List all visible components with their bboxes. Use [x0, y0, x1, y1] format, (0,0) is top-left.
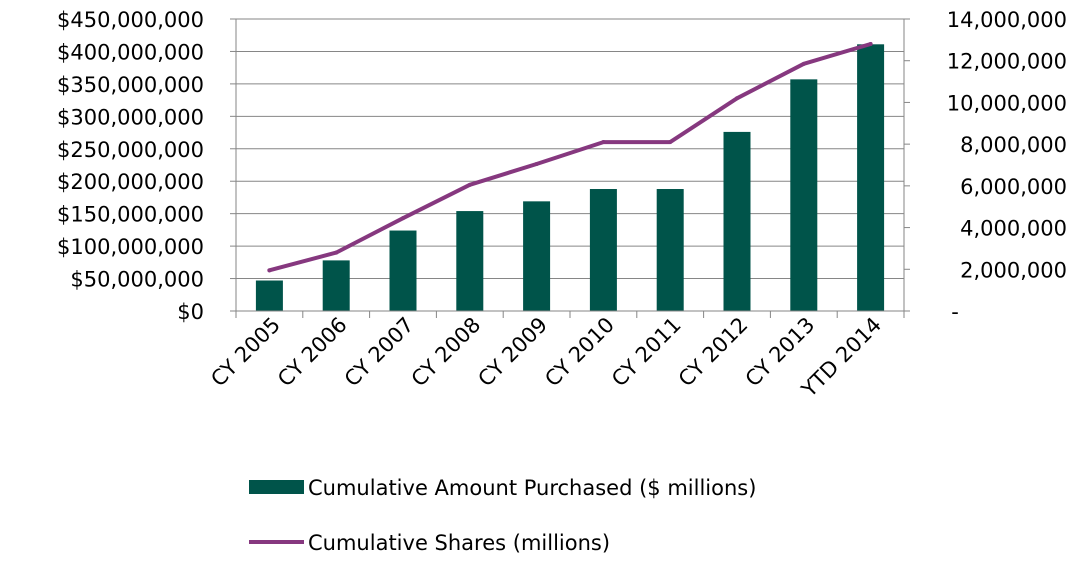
line-point	[668, 140, 673, 145]
right-axis-tick-label: 14,000,000	[947, 8, 1067, 32]
shares-line	[267, 42, 873, 273]
bar	[523, 201, 551, 311]
legend-bar-label: Cumulative Amount Purchased ($ millions)	[308, 476, 756, 500]
category-label: CY 2006	[273, 313, 352, 392]
category-label: CY 2007	[340, 313, 419, 392]
bar-series	[255, 44, 885, 311]
axes	[230, 18, 910, 318]
right-axis-tick-label: 6,000,000	[960, 175, 1067, 199]
right-axis-tick-label: -	[951, 300, 959, 324]
legend-line-label: Cumulative Shares (millions)	[308, 531, 610, 555]
line-series	[267, 42, 873, 273]
bar	[857, 44, 885, 311]
right-axis-tick-label: 2,000,000	[960, 258, 1067, 282]
bar	[790, 79, 818, 311]
left-axis-tick-label: $50,000,000	[70, 268, 204, 292]
line-point	[334, 250, 339, 255]
category-label: CY 2008	[407, 313, 486, 392]
left-axis-tick-label: $400,000,000	[57, 40, 204, 64]
bar	[322, 260, 350, 311]
line-point	[467, 182, 472, 187]
line-point	[735, 96, 739, 101]
left-axis-tick-label: $200,000,000	[57, 170, 204, 194]
left-axis-tick-label: $350,000,000	[57, 73, 204, 97]
line-point	[401, 216, 405, 221]
right-axis-tick-label: 4,000,000	[960, 217, 1067, 241]
category-label: CY 2010	[540, 313, 619, 392]
left-axis-tick-label: $250,000,000	[57, 138, 204, 162]
left-axis-tick-label: $0	[177, 300, 204, 324]
right-axis-tick-label: 8,000,000	[960, 133, 1067, 157]
right-axis-tick-label: 10,000,000	[947, 91, 1067, 115]
left-axis-tick-label: $450,000,000	[57, 8, 204, 32]
line-point	[601, 140, 606, 145]
bar	[589, 189, 617, 311]
category-label: CY 2012	[674, 313, 753, 392]
bar	[456, 211, 484, 311]
bar	[389, 230, 417, 311]
left-axis-tick-label: $150,000,000	[57, 203, 204, 227]
left-axis-tick-label: $100,000,000	[57, 235, 204, 259]
legend: Cumulative Amount Purchased ($ millions)…	[249, 476, 756, 555]
line-point	[801, 61, 806, 66]
bar	[255, 280, 283, 311]
category-label: CY 2011	[607, 313, 686, 392]
line-point	[868, 42, 873, 47]
category-label: CY 2009	[473, 313, 552, 392]
bar	[723, 131, 751, 311]
left-axis-tick-label: $300,000,000	[57, 105, 204, 129]
bar	[656, 189, 684, 311]
left-axis-tick-labels: $0 $50,000,000 $100,000,000 $150,000,000 $20…	[57, 8, 204, 324]
line-point	[534, 161, 539, 166]
line-point	[267, 268, 272, 273]
legend-bar-swatch	[249, 480, 304, 494]
right-axis-tick-labels: -2,000,000 4,000,000 6,000,000 8,000,000 10,…	[947, 8, 1067, 324]
category-label: CY 2005	[206, 313, 285, 392]
right-axis-tick-label: 12,000,000	[947, 50, 1067, 74]
